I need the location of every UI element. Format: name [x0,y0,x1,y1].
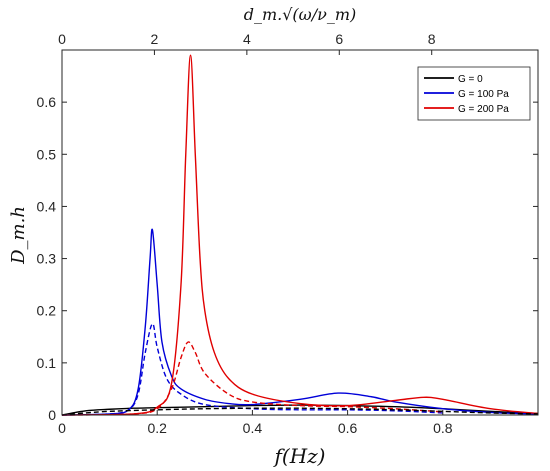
x-tick-label: 0.4 [243,420,263,436]
series-line-1 [61,228,539,416]
y-tick-label: 0.2 [37,303,57,319]
top-x-tick-label: 0 [58,31,66,47]
top-x-tick-label: 8 [428,31,436,47]
top-x-tick-label: 6 [335,31,343,47]
top-x-axis-label: d_m.√(ω/ν_m) [244,5,357,24]
axes-layer [61,49,539,416]
y-tick-label: 0.6 [37,94,57,110]
y-axis-label: D_m.h [8,206,29,265]
ticks-layer: 0 0.2 0.4 0.6 0.8 0 0.1 0.2 0.3 0.4 0.5 0.6 0 2 4 6 8 [37,31,538,436]
y-tick-label: 0.3 [37,251,57,267]
axes-frame [61,49,539,416]
y-tick-label: 0 [48,407,56,423]
x-tick-label: 0.2 [147,420,167,436]
x-tick-label: 0 [58,420,66,436]
top-x-tick-label: 4 [243,31,251,47]
series-line-2 [61,54,539,416]
legend-entry: G = 100 Pa [458,89,509,100]
y-tick-label: 0.4 [37,198,57,214]
x-axis-label: f(Hz) [273,444,326,468]
series-line-5 [61,407,539,416]
top-x-tick-label: 2 [151,31,159,47]
series-layer [61,54,539,416]
x-tick-label: 0.8 [433,420,453,436]
legend-entry: G = 200 Pa [458,104,509,115]
y-tick-label: 0.1 [37,355,57,371]
x-tick-label: 0.6 [338,420,358,436]
legend: G = 0 G = 100 Pa G = 200 Pa [417,66,531,121]
series-line-4 [61,341,443,416]
y-tick-label: 0.5 [37,146,57,162]
legend-entry: G = 0 [458,74,483,85]
